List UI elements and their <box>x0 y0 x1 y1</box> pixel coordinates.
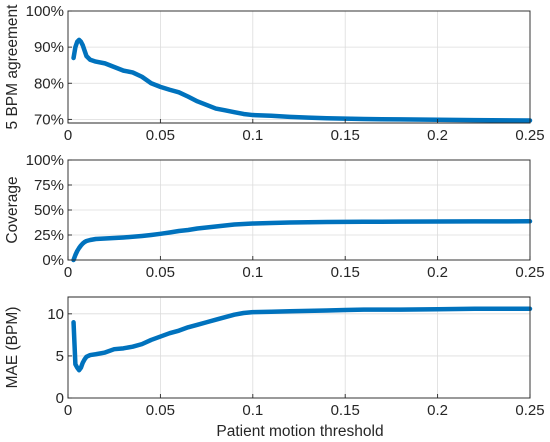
coverage-x-tick-label-5: 0.25 <box>515 264 544 281</box>
coverage-y-tick-label-2: 50% <box>34 202 64 219</box>
agreement-series-line-0 <box>71 37 533 123</box>
mae-x-tick-label-0: 0 <box>64 402 72 419</box>
x-axis-label: Patient motion threshold <box>216 423 383 440</box>
coverage-x-tick-label-1: 0.05 <box>146 264 175 281</box>
coverage-y-tick-label-3: 75% <box>34 177 64 194</box>
agreement-x-tick-label-5: 0.25 <box>515 127 544 144</box>
coverage-y-tick-label-4: 100% <box>26 152 64 169</box>
mae-x-tick-label-2: 0.1 <box>242 402 263 419</box>
mae-panel: 0 0.05 0.1 0.15 0.2 0.25 0 5 10 MAE (BPM) <box>4 296 545 419</box>
coverage-y-tick-label-0: 0% <box>42 252 64 269</box>
agreement-x-tick-label-0: 0 <box>64 127 72 144</box>
agreement-y-tick-label-1: 80% <box>34 75 64 92</box>
agreement-x-tick-label-4: 0.2 <box>427 127 448 144</box>
agreement-y-tick-label-2: 90% <box>34 39 64 56</box>
mae-x-tick-label-1: 0.05 <box>146 402 175 419</box>
agreement-axes-frame <box>67 10 531 124</box>
agreement-y-tick-label-3: 100% <box>26 3 64 20</box>
mae-series-line-0 <box>71 306 533 373</box>
mae-x-tick-label-5: 0.25 <box>515 402 544 419</box>
agreement-y-axis-label: 5 BPM agreement <box>4 4 21 130</box>
agreement-x-tick-label-2: 0.1 <box>242 127 263 144</box>
mae-axes-frame <box>67 296 531 399</box>
coverage-y-axis-label: Coverage <box>4 176 21 243</box>
mae-y-tick-label-2: 10 <box>47 306 64 323</box>
coverage-series-line-0 <box>71 219 533 263</box>
mae-x-tick-label-3: 0.15 <box>331 402 360 419</box>
coverage-y-tick-label-1: 25% <box>34 227 64 244</box>
mae-x-tick-label-4: 0.2 <box>427 402 448 419</box>
mae-y-axis-label: MAE (BPM) <box>4 307 21 389</box>
coverage-x-tick-label-4: 0.2 <box>427 264 448 281</box>
agreement-y-tick-label-0: 70% <box>34 111 64 128</box>
agreement-x-tick-label-1: 0.05 <box>146 127 175 144</box>
mae-y-tick-label-1: 5 <box>56 348 64 365</box>
agreement-plot-area <box>67 10 531 124</box>
coverage-x-tick-label-0: 0 <box>64 264 72 281</box>
coverage-x-tick-label-3: 0.15 <box>331 264 360 281</box>
agreement-x-tick-label-3: 0.15 <box>331 127 360 144</box>
coverage-panel: 0 0.05 0.1 0.15 0.2 0.25 0% 25% 50% 75% 100% Covera… <box>4 152 545 281</box>
coverage-x-tick-label-2: 0.1 <box>242 264 263 281</box>
mae-y-tick-label-0: 0 <box>56 390 64 407</box>
agreement-panel: 0 0.05 0.1 0.15 0.2 0.25 70% 80% 90% 100% 5 BPM ag… <box>4 3 545 144</box>
